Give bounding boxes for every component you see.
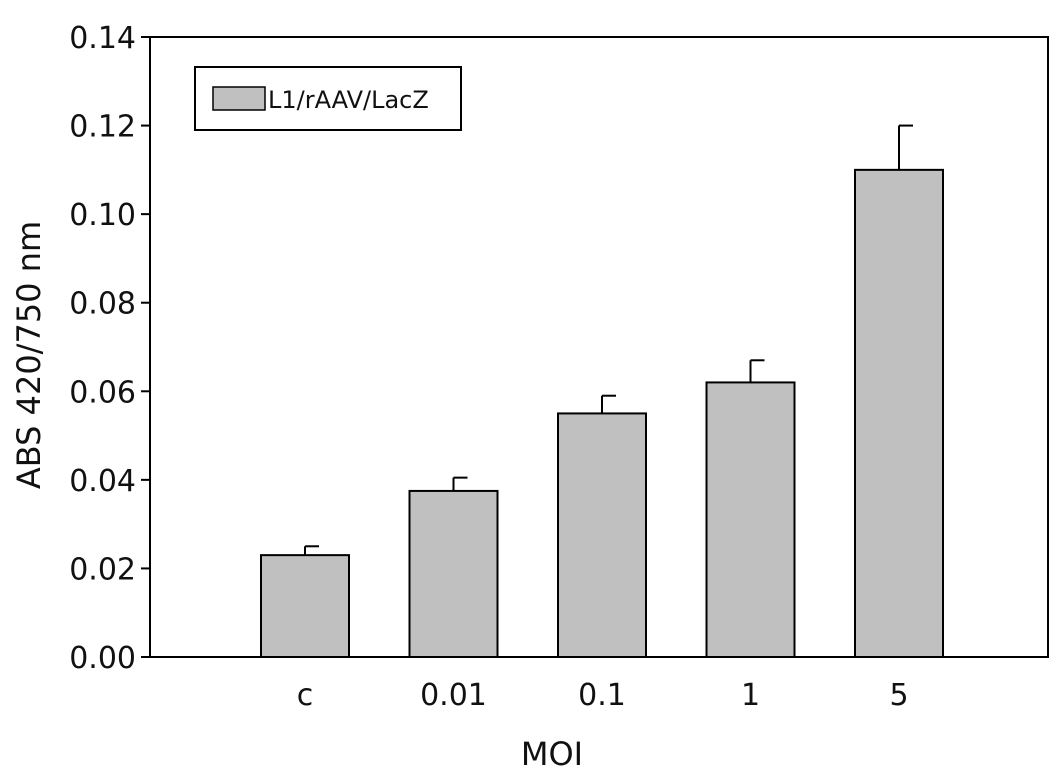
x-axis-title: MOI [521, 735, 583, 773]
legend-label: L1/rAAV/LacZ [268, 86, 429, 114]
x-tick-label: 0.1 [578, 678, 626, 713]
y-tick-label: 0.08 [69, 287, 136, 322]
y-tick-label: 0.12 [69, 110, 136, 145]
y-tick-label: 0.04 [69, 464, 136, 499]
y-tick-label: 0.10 [69, 198, 136, 233]
bar [557, 412, 647, 658]
y-axis-title: ABS 420/750 nm [10, 221, 48, 489]
bar [260, 554, 350, 659]
bar-series [260, 168, 944, 659]
y-tick-label: 0.00 [69, 641, 136, 676]
x-tick-label: c [297, 678, 314, 713]
y-tick-label: 0.06 [69, 375, 136, 410]
x-tick-label: 5 [889, 678, 908, 713]
bar [705, 381, 796, 658]
x-tick-label: 1 [741, 678, 760, 713]
error-bars [304, 124, 913, 556]
x-axis: c 0.01 0.1 1 5 [297, 678, 909, 713]
y-tick-label: 0.14 [69, 21, 136, 56]
x-tick-label: 0.01 [420, 678, 487, 713]
y-tick-label: 0.02 [69, 552, 136, 587]
bar [854, 168, 944, 658]
bar [408, 489, 499, 658]
legend: L1/rAAV/LacZ [194, 66, 462, 131]
legend-swatch [212, 86, 266, 111]
y-axis: 0.00 0.02 0.04 0.06 0.08 0.10 0.12 0.14 [69, 21, 150, 676]
